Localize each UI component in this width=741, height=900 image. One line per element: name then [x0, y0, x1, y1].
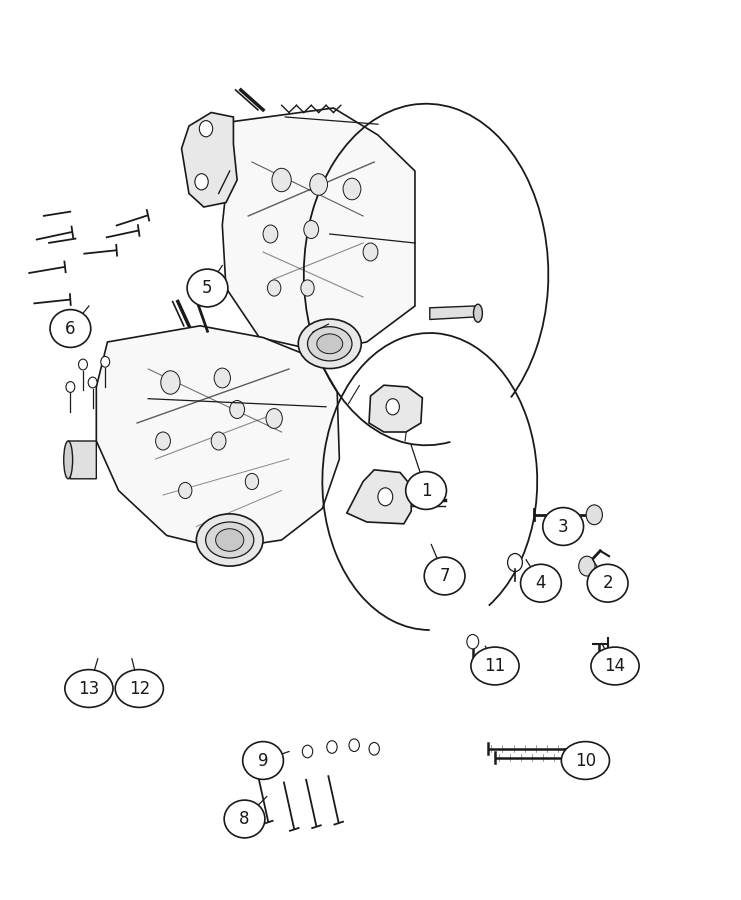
Circle shape — [230, 400, 245, 418]
Text: 12: 12 — [129, 680, 150, 698]
Circle shape — [88, 377, 97, 388]
Ellipse shape — [591, 647, 639, 685]
Circle shape — [156, 432, 170, 450]
Text: 5: 5 — [202, 279, 213, 297]
Circle shape — [66, 382, 75, 392]
Circle shape — [310, 174, 328, 195]
Text: 6: 6 — [65, 320, 76, 338]
Ellipse shape — [196, 514, 263, 566]
Ellipse shape — [317, 334, 342, 354]
Circle shape — [79, 359, 87, 370]
Ellipse shape — [562, 742, 609, 779]
Circle shape — [211, 432, 226, 450]
Ellipse shape — [308, 327, 352, 361]
Ellipse shape — [587, 564, 628, 602]
Text: 14: 14 — [605, 657, 625, 675]
Circle shape — [386, 399, 399, 415]
Ellipse shape — [64, 441, 73, 479]
Ellipse shape — [224, 800, 265, 838]
Text: 9: 9 — [258, 752, 268, 770]
Ellipse shape — [216, 529, 244, 551]
Ellipse shape — [424, 557, 465, 595]
Circle shape — [266, 409, 282, 428]
Ellipse shape — [473, 304, 482, 322]
Circle shape — [363, 243, 378, 261]
Text: 7: 7 — [439, 567, 450, 585]
Circle shape — [272, 168, 291, 192]
Text: 8: 8 — [239, 810, 250, 828]
Polygon shape — [182, 112, 237, 207]
Circle shape — [343, 178, 361, 200]
Ellipse shape — [243, 742, 283, 779]
Text: 3: 3 — [558, 518, 568, 536]
Circle shape — [467, 634, 479, 649]
Text: 11: 11 — [485, 657, 505, 675]
Circle shape — [214, 368, 230, 388]
Circle shape — [245, 473, 259, 490]
Circle shape — [301, 280, 314, 296]
Text: 4: 4 — [536, 574, 546, 592]
Ellipse shape — [65, 670, 113, 707]
Circle shape — [179, 482, 192, 499]
Circle shape — [579, 556, 595, 576]
Circle shape — [302, 745, 313, 758]
Circle shape — [378, 488, 393, 506]
Circle shape — [161, 371, 180, 394]
Polygon shape — [222, 108, 415, 351]
Ellipse shape — [542, 508, 584, 545]
Polygon shape — [68, 441, 96, 479]
Ellipse shape — [298, 319, 362, 369]
Polygon shape — [347, 470, 411, 524]
Circle shape — [101, 356, 110, 367]
Polygon shape — [96, 326, 339, 549]
Polygon shape — [430, 306, 478, 319]
Circle shape — [508, 554, 522, 572]
Circle shape — [327, 741, 337, 753]
Ellipse shape — [116, 670, 163, 707]
Ellipse shape — [406, 472, 446, 509]
Circle shape — [586, 505, 602, 525]
Circle shape — [369, 742, 379, 755]
Ellipse shape — [187, 269, 228, 307]
Circle shape — [349, 739, 359, 752]
Text: 13: 13 — [79, 680, 99, 698]
Circle shape — [263, 225, 278, 243]
Text: 10: 10 — [575, 752, 596, 770]
Circle shape — [304, 220, 319, 238]
Text: 1: 1 — [421, 482, 431, 500]
Circle shape — [199, 121, 213, 137]
Circle shape — [268, 280, 281, 296]
Ellipse shape — [50, 310, 90, 347]
Ellipse shape — [471, 647, 519, 685]
Polygon shape — [369, 385, 422, 432]
Ellipse shape — [520, 564, 562, 602]
Text: 2: 2 — [602, 574, 613, 592]
Circle shape — [195, 174, 208, 190]
Ellipse shape — [205, 522, 253, 558]
